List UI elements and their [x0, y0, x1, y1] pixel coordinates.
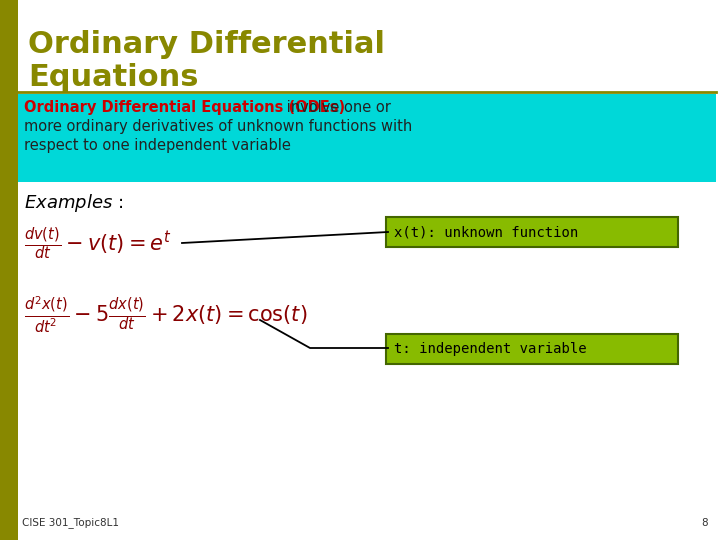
Text: t: independent variable: t: independent variable — [394, 342, 587, 356]
Text: Ordinary Differential Equations (ODEs): Ordinary Differential Equations (ODEs) — [24, 100, 345, 115]
Text: CISE 301_Topic8L1: CISE 301_Topic8L1 — [22, 517, 119, 528]
Text: x(t): unknown function: x(t): unknown function — [394, 225, 578, 239]
Text: $\mathit{Examples}$ :: $\mathit{Examples}$ : — [24, 192, 123, 214]
FancyBboxPatch shape — [18, 94, 716, 182]
Text: Equations: Equations — [28, 63, 199, 92]
Text: more ordinary derivatives of unknown functions with: more ordinary derivatives of unknown fun… — [24, 119, 413, 134]
FancyBboxPatch shape — [386, 217, 678, 247]
Text: involve one or: involve one or — [282, 100, 391, 115]
FancyBboxPatch shape — [0, 0, 18, 540]
FancyBboxPatch shape — [386, 334, 678, 364]
Text: $\frac{d^2x(t)}{dt^2} - 5\frac{dx(t)}{dt} + 2x(t) = \cos(t)$: $\frac{d^2x(t)}{dt^2} - 5\frac{dx(t)}{dt… — [24, 295, 307, 335]
Text: respect to one independent variable: respect to one independent variable — [24, 138, 291, 153]
Text: 8: 8 — [701, 518, 708, 528]
Text: Ordinary Differential: Ordinary Differential — [28, 30, 385, 59]
Text: $\frac{dv(t)}{dt} - v(t) = e^t$: $\frac{dv(t)}{dt} - v(t) = e^t$ — [24, 225, 172, 261]
